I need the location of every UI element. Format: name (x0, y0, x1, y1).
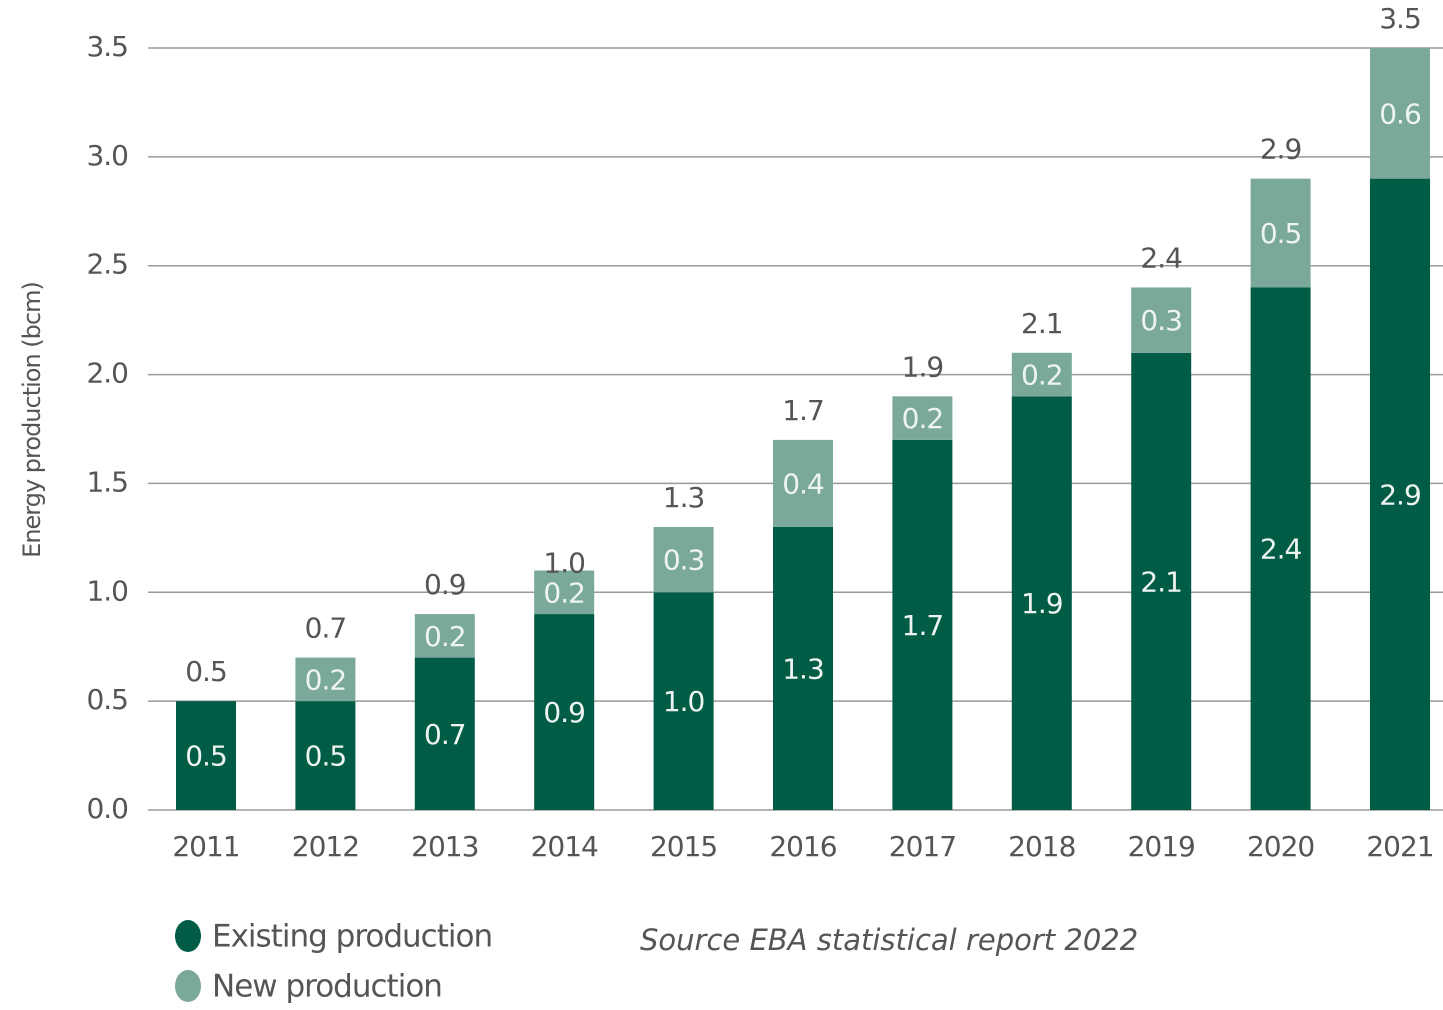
x-tick-label: 2020 (1247, 830, 1314, 863)
value-label: 0.2 (543, 576, 585, 609)
y-axis-label: Energy production (bcm) (18, 282, 46, 558)
value-label: 1.9 (1021, 587, 1063, 620)
bar-segment (1250, 287, 1311, 810)
x-tick-label: 2011 (172, 830, 239, 863)
x-tick-label: 2013 (411, 830, 478, 863)
y-tick-label: 0.0 (86, 792, 128, 825)
x-tick-label: 2021 (1366, 830, 1433, 863)
total-label: 1.9 (902, 350, 944, 383)
x-tick-label: 2019 (1128, 830, 1195, 863)
value-label: 0.4 (782, 467, 824, 500)
x-tick-label: 2017 (889, 830, 956, 863)
value-label: 0.6 (1379, 97, 1421, 130)
total-label: 1.3 (663, 481, 705, 514)
bar-segment (176, 701, 236, 810)
value-label: 1.3 (782, 652, 824, 685)
source-note: Source EBA statistical report 2022 (640, 923, 1138, 957)
x-tick-label: 2018 (1008, 830, 1075, 863)
total-label: 0.7 (305, 612, 347, 645)
total-label: 2.1 (1021, 307, 1063, 340)
value-label: 0.3 (1140, 304, 1182, 337)
bar-segment (1370, 178, 1430, 811)
bar-segment (1011, 352, 1072, 397)
y-tick-label: 0.5 (86, 683, 128, 716)
bar-segment (773, 526, 833, 810)
value-label: 0.7 (424, 718, 466, 751)
legend-swatch (175, 920, 201, 952)
value-label: 2.1 (1140, 565, 1182, 598)
x-tick-label: 2014 (531, 830, 598, 863)
bar-segment (1370, 48, 1430, 179)
x-tick-label: 2012 (292, 830, 359, 863)
total-label: 1.7 (782, 394, 824, 427)
legend-label: Existing production (212, 919, 492, 955)
bar-segment (653, 526, 714, 593)
y-tick-label: 3.0 (86, 139, 128, 172)
value-label: 2.4 (1260, 533, 1302, 566)
bar-segment (414, 614, 475, 658)
bar-segment (892, 439, 953, 810)
y-tick-label: 2.0 (86, 357, 128, 390)
value-label: 0.5 (1260, 217, 1302, 250)
value-label: 2.9 (1379, 478, 1421, 511)
total-label: 0.9 (424, 568, 466, 601)
value-label: 0.3 (663, 544, 705, 577)
y-tick-label: 3.5 (86, 30, 128, 63)
bar-segment (653, 592, 714, 810)
total-label: 1.0 (543, 546, 585, 579)
bar-segment (534, 570, 595, 615)
total-label: 0.5 (185, 655, 227, 688)
bar-segment (1011, 396, 1072, 810)
bar-segment (534, 614, 595, 810)
value-label: 0.2 (902, 402, 944, 435)
y-tick-label: 1.5 (86, 465, 128, 498)
legend-swatch (175, 970, 201, 1002)
bar-segment (414, 657, 475, 810)
value-label: 0.2 (1021, 359, 1063, 392)
bar-segment (1131, 287, 1192, 353)
bar-segment (892, 396, 953, 440)
legend-label: New production (212, 969, 442, 1005)
bar-segment (1131, 352, 1192, 810)
bar-segment (1250, 178, 1311, 288)
bar-segment (295, 657, 356, 702)
x-tick-label: 2016 (769, 830, 836, 863)
x-tick-label: 2015 (650, 830, 717, 863)
value-label: 1.0 (663, 685, 705, 718)
y-tick-label: 2.5 (86, 248, 128, 281)
value-label: 0.5 (305, 740, 347, 773)
y-tick-label: 1.0 (86, 574, 128, 607)
value-label: 0.5 (185, 740, 227, 773)
value-label: 0.2 (424, 620, 466, 653)
total-label: 2.9 (1260, 133, 1302, 166)
bar-segment (295, 701, 356, 810)
value-label: 0.9 (543, 696, 585, 729)
total-label: 2.4 (1140, 241, 1182, 274)
value-label: 0.2 (305, 663, 347, 696)
bar-segment (773, 439, 833, 527)
total-label: 3.5 (1379, 2, 1421, 35)
value-label: 1.7 (902, 609, 944, 642)
